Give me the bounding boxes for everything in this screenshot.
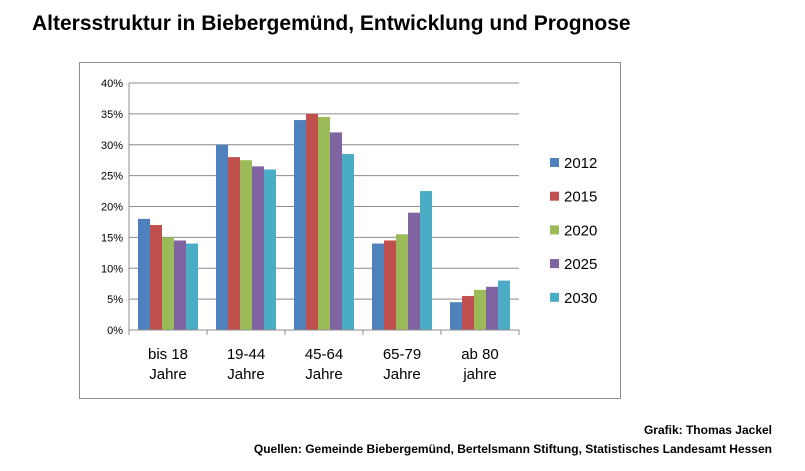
x-category-label: 45-64 [305,346,343,363]
x-category-label: Jahre [227,366,265,383]
bar-2025-2 [330,132,342,330]
y-tick-label: 0% [107,325,123,337]
y-tick-label: 15% [101,232,123,244]
bar-2012-1 [216,144,228,330]
bar-2020-2 [318,116,330,331]
y-tick-label: 30% [101,140,123,152]
legend-label-2015: 2015 [564,189,597,206]
bar-2025-4 [486,286,498,330]
bar-2012-0 [138,218,150,330]
bar-2012-2 [294,120,306,330]
legend-swatch-2030 [550,292,559,302]
bar-2020-4 [474,289,486,330]
bar-2025-3 [408,212,420,330]
bar-2015-2 [306,113,318,330]
bar-2030-0 [186,243,198,330]
bar-2025-0 [174,240,186,330]
bar-2015-3 [384,240,396,330]
bar-2015-4 [462,296,474,330]
author-credit: Grafik: Thomas Jackel [643,423,772,437]
y-tick-label: 5% [107,294,123,306]
legend-label-2020: 2020 [564,222,597,239]
sources-credit: Quellen: Gemeinde Biebergemünd, Bertelsm… [253,442,772,456]
y-tick-label: 25% [101,171,123,183]
x-category-label: Jahre [305,366,343,383]
y-tick-label: 20% [101,202,123,214]
bar-2015-1 [228,157,240,330]
bar-2020-1 [240,160,252,330]
y-tick-label: 35% [101,109,123,121]
chart-title: Altersstruktur in Biebergemünd, Entwickl… [32,12,631,35]
x-category-label: 19-44 [227,346,265,363]
bar-2030-4 [498,280,510,330]
x-category-label: bis 18 [148,346,188,363]
x-category-label: jahre [462,366,496,383]
bar-2030-3 [420,191,432,330]
y-tick-label: 40% [101,78,123,90]
bar-2025-1 [252,166,264,330]
legend-swatch-2015 [550,191,559,201]
x-category-label: 65-79 [383,346,421,363]
y-tick-label: 10% [101,263,123,275]
legend-swatch-2025 [550,259,559,269]
legend-swatch-2020 [550,225,559,235]
bar-2015-0 [150,225,162,330]
x-category-label: Jahre [149,366,187,383]
legend-swatch-2012 [550,158,559,167]
bar-2030-1 [264,169,276,330]
legend-label-2025: 2025 [564,256,597,273]
bar-2020-0 [162,237,174,330]
legend-label-2030: 2030 [564,290,597,307]
x-category-label: Jahre [383,366,421,383]
legend-label-2012: 2012 [564,155,597,172]
bar-2012-4 [450,302,462,330]
bar-2030-2 [342,154,354,330]
bar-2012-3 [372,243,384,330]
bar-2020-3 [396,234,408,330]
x-category-label: ab 80 [461,346,499,363]
